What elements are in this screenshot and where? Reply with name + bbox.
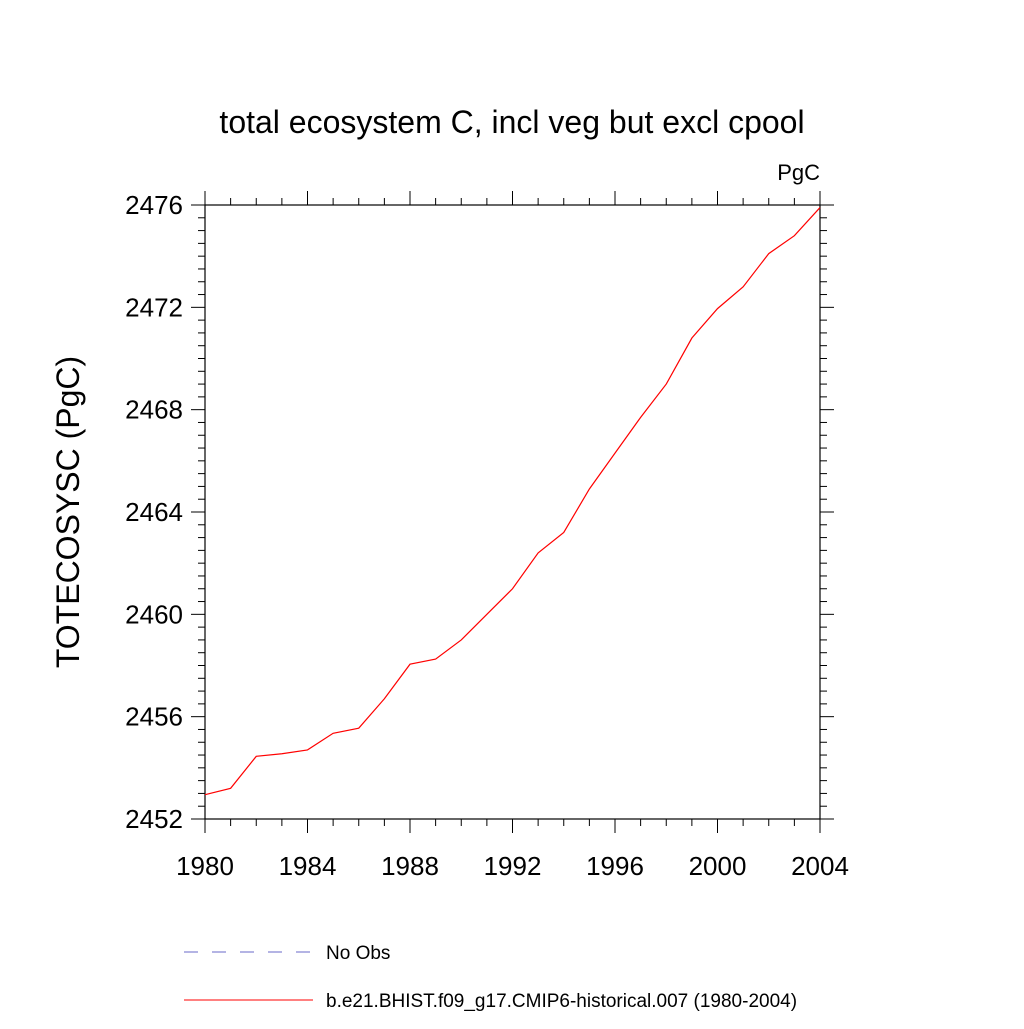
chart-title: total ecosystem C, incl veg but excl cpo… bbox=[219, 104, 804, 140]
y-tick-label: 2468 bbox=[125, 395, 183, 425]
x-tick-label: 1992 bbox=[484, 851, 542, 881]
y-tick-label: 2472 bbox=[125, 292, 183, 322]
y-tick-label: 2464 bbox=[125, 497, 183, 527]
plot-area: 2452 2456 2460 2464 2468 2472 2476 1980 1984 1988… bbox=[125, 190, 849, 881]
legend-label-1: No Obs bbox=[326, 943, 390, 964]
x-tick-label: 1984 bbox=[279, 851, 337, 881]
y-tick-label: 2456 bbox=[125, 702, 183, 732]
y-tick-label: 2460 bbox=[125, 599, 183, 629]
x-tick-label: 1980 bbox=[176, 851, 234, 881]
x-tick-label: 1988 bbox=[381, 851, 439, 881]
y-tick-label: 2452 bbox=[125, 804, 183, 834]
x-tick-label: 1996 bbox=[586, 851, 644, 881]
legend-label-0: b.e21.BHIST.f09_g17.CMIP6-historical.007… bbox=[326, 991, 797, 1012]
legend: No Obs b.e21.BHIST.f09_g17.CMIP6-historic… bbox=[184, 943, 797, 1012]
x-tick-label: 2000 bbox=[689, 851, 747, 881]
plot-frame bbox=[204, 204, 821, 820]
units-label: PgC bbox=[777, 160, 820, 185]
y-axis-label: TOTECOSYSC (PgC) bbox=[50, 356, 86, 668]
y-tick-label: 2476 bbox=[125, 190, 183, 220]
x-tick-label: 2004 bbox=[791, 851, 849, 881]
series-line-0 bbox=[204, 207, 821, 796]
